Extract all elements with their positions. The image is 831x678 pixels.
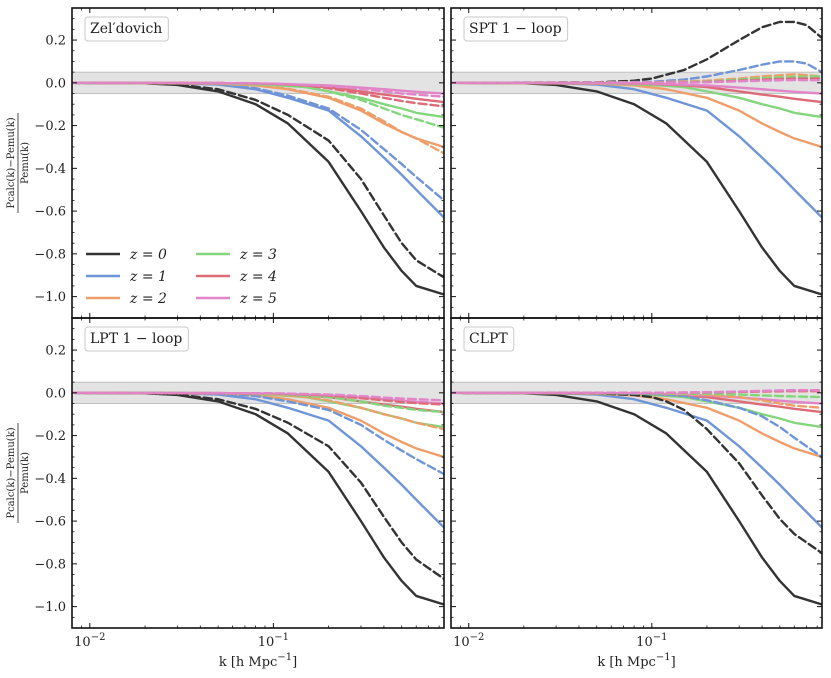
panel-lpt-1-loop: 0.2 0.0 −0.2 −0.4 −0.6 −0.8 −1.0 10−2 10−1 LPT 1 … bbox=[34, 317, 445, 650]
x-ticks bbox=[450, 8, 818, 318]
y-tick-label: −1.0 bbox=[34, 600, 66, 615]
series-line-z1-solid bbox=[451, 391, 822, 529]
panel-title: SPT 1 − loop bbox=[463, 16, 569, 42]
x-axis-title: k [h Mpc−1] bbox=[597, 652, 675, 670]
y-tick-label: −0.2 bbox=[34, 119, 66, 134]
series-group bbox=[72, 81, 444, 296]
x-tick-label: 10−2 bbox=[74, 632, 105, 650]
x-tick-label: 10−2 bbox=[453, 632, 484, 650]
y-tick-label: −0.2 bbox=[34, 429, 66, 444]
y-tick-label: −0.8 bbox=[34, 557, 66, 572]
y-ticks bbox=[451, 328, 822, 629]
panel-title-box bbox=[463, 16, 569, 42]
panel-title: Zel′dovich bbox=[84, 16, 169, 42]
y-axis-label: Pcalc(k)−Pemu(k) Pemu(k) bbox=[6, 423, 31, 523]
y-label-denominator: Pemu(k) bbox=[20, 452, 31, 494]
series-line-z5-dashed bbox=[451, 389, 822, 395]
y-axis-label: Pcalc(k)−Pemu(k) Pemu(k) bbox=[6, 113, 31, 213]
y-tick-label: 0.0 bbox=[45, 76, 66, 91]
legend-label: z = 2 bbox=[129, 291, 167, 307]
series-group bbox=[451, 389, 822, 606]
x-ticks: 10−2 10−1 bbox=[450, 318, 818, 650]
x-tick-label: 10−1 bbox=[636, 632, 667, 650]
series-line-z0-solid bbox=[451, 81, 822, 296]
series-line-z0-solid bbox=[451, 391, 822, 606]
series-line-z1-solid bbox=[451, 81, 822, 219]
y-ticks: 0.2 0.0 −0.2 −0.4 −0.6 −0.8 −1.0 bbox=[34, 18, 444, 319]
x-axis-labels: k [h Mpc−1] k [h Mpc−1] bbox=[219, 652, 676, 670]
panel-frame bbox=[71, 317, 445, 629]
series-group bbox=[451, 20, 822, 296]
series-line-z0-dashed bbox=[451, 391, 822, 555]
panel-title-box bbox=[84, 16, 169, 42]
legend-label: z = 5 bbox=[239, 291, 277, 307]
panel-title-box bbox=[463, 326, 515, 352]
legend-label: z = 1 bbox=[129, 269, 167, 285]
legend: z = 0 z = 1 z = 2 z = 3 z = 4 z = 5 bbox=[86, 247, 277, 307]
series-line-z0-solid bbox=[72, 391, 444, 606]
panel-title: CLPT bbox=[463, 326, 515, 352]
panel-title: LPT 1 − loop bbox=[84, 326, 189, 352]
y-label-denominator: Pemu(k) bbox=[20, 142, 31, 184]
y-label-numerator: Pcalc(k)−Pemu(k) bbox=[6, 427, 17, 518]
legend-label: z = 4 bbox=[239, 269, 277, 285]
legend-label: z = 0 bbox=[129, 247, 167, 263]
series-line-z5-dashed bbox=[72, 391, 444, 402]
panel-spt-1-loop: SPT 1 − loop bbox=[450, 7, 823, 319]
y-tick-label: 0.0 bbox=[45, 386, 66, 401]
x-ticks: 10−2 10−1 bbox=[71, 318, 440, 650]
y-axis-labels: Pcalc(k)−Pemu(k) Pemu(k)Pcalc(k)−Pemu(k) P… bbox=[6, 113, 31, 523]
y-label-numerator: Pcalc(k)−Pemu(k) bbox=[6, 117, 17, 208]
series-line-z5-dashed bbox=[72, 81, 444, 98]
y-tick-label: −0.8 bbox=[34, 247, 66, 262]
series-group bbox=[72, 391, 444, 606]
y-tick-label: −0.4 bbox=[34, 472, 66, 487]
legend-label: z = 3 bbox=[239, 247, 277, 263]
y-ticks: 0.2 0.0 −0.2 −0.4 −0.6 −0.8 −1.0 bbox=[34, 328, 444, 629]
panel-title-text: LPT 1 − loop bbox=[90, 331, 182, 347]
panel-frame bbox=[450, 317, 823, 629]
panel-title-text: CLPT bbox=[469, 331, 508, 347]
series-line-z1-solid bbox=[72, 391, 444, 529]
panel-clpt: 10−2 10−1 CLPT bbox=[450, 317, 823, 650]
series-line-z1-solid bbox=[72, 81, 444, 219]
panel-zel-dovich: 0.2 0.0 −0.2 −0.4 −0.6 −0.8 −1.0 Zel′dovich z = … bbox=[34, 7, 445, 319]
x-tick-label: 10−1 bbox=[258, 632, 289, 650]
y-tick-label: 0.2 bbox=[45, 344, 66, 359]
panel-title-text: SPT 1 − loop bbox=[469, 21, 562, 37]
series-line-z5-dashed bbox=[451, 78, 822, 85]
panel-title-box bbox=[84, 326, 189, 352]
y-tick-label: −0.4 bbox=[34, 162, 66, 177]
y-tick-label: −0.6 bbox=[34, 515, 66, 530]
y-tick-label: −0.6 bbox=[34, 205, 66, 220]
y-tick-label: 0.2 bbox=[45, 34, 66, 49]
series-line-z0-dashed bbox=[72, 391, 444, 581]
panels-layer: 0.2 0.0 −0.2 −0.4 −0.6 −0.8 −1.0 Zel′dovich z = … bbox=[34, 7, 823, 650]
y-tick-label: −1.0 bbox=[34, 290, 66, 305]
panel-title-text: Zel′dovich bbox=[90, 21, 162, 37]
x-axis-title: k [h Mpc−1] bbox=[219, 652, 297, 670]
series-line-z0-dashed bbox=[451, 20, 822, 85]
